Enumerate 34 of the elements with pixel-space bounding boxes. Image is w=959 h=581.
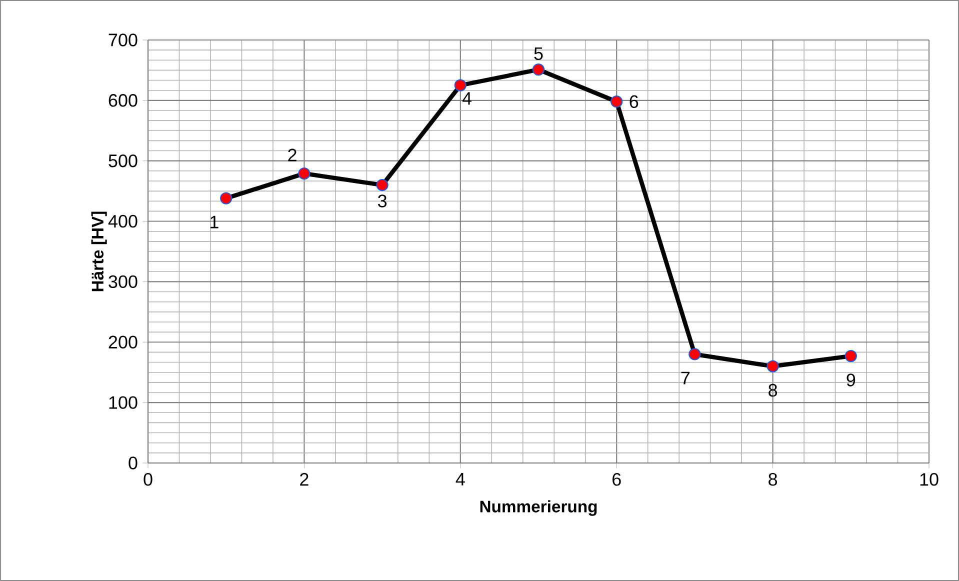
annotation: 4 <box>462 92 472 105</box>
annotation: 9 <box>846 374 856 386</box>
point <box>376 178 388 192</box>
point <box>766 360 779 372</box>
x-tick-label: 8 <box>768 473 778 486</box>
y-tick-label: 0 <box>128 456 138 470</box>
point <box>532 64 545 76</box>
x-tick-label: 6 <box>612 473 621 486</box>
y-tick-label: 100 <box>109 396 138 409</box>
x-tick-label: 0 <box>144 473 152 486</box>
annotation: 8 <box>768 384 778 397</box>
y-tick-label: 700 <box>108 34 138 46</box>
point <box>298 167 310 180</box>
annotation: 5 <box>534 47 543 60</box>
x-tick-label: 4 <box>456 473 465 486</box>
point <box>454 79 466 92</box>
y-tick-label: 200 <box>108 336 138 348</box>
annotation: 2 <box>288 148 296 162</box>
y-tick-label: 600 <box>108 94 138 107</box>
y-tick-label: 400 <box>108 214 138 228</box>
x-axis-title: Nummerierung <box>480 500 597 516</box>
point <box>220 192 232 204</box>
annotation: 1 <box>210 216 218 228</box>
point <box>844 350 857 362</box>
annotation: 6 <box>630 95 638 108</box>
annotation: 7 <box>681 372 690 384</box>
x-tick-label: 2 <box>300 473 308 486</box>
y-tick-label: 300 <box>108 275 138 288</box>
annotation: 3 <box>378 194 387 208</box>
point <box>610 96 623 108</box>
x-tick-label: 10 <box>920 473 938 486</box>
y-tick-label: 500 <box>108 154 138 168</box>
point <box>688 348 701 360</box>
y-axis-title: Härte [HV] <box>91 212 107 292</box>
